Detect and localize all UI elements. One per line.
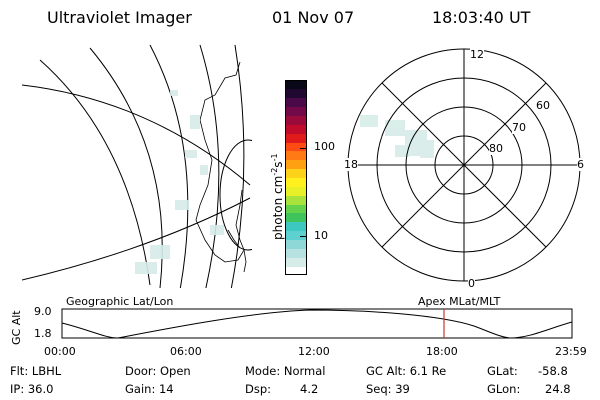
colorbar-tick-mark bbox=[300, 148, 306, 149]
timeline-x-tick-2: 12:00 bbox=[298, 345, 330, 358]
colorbar-segment bbox=[285, 266, 307, 276]
colorbar-segment bbox=[285, 177, 307, 187]
colorbar-segment bbox=[285, 221, 307, 232]
lat-label-70: 70 bbox=[512, 121, 526, 134]
timeline-y-tick-max: 9.0 bbox=[34, 305, 52, 318]
colorbar-segment bbox=[285, 115, 307, 125]
timeline-left-label: Geographic Lat/Lon bbox=[66, 295, 174, 308]
colorbar-tick-10: 10 bbox=[314, 229, 328, 242]
date-label: 01 Nov 07 bbox=[272, 8, 355, 27]
colorbar-segment bbox=[285, 212, 307, 223]
filter-info: Flt: LBHL bbox=[10, 364, 62, 378]
timeline-x-tick-3: 18:00 bbox=[426, 345, 458, 358]
colorbar-segment bbox=[285, 80, 307, 90]
colorbar-segment bbox=[285, 168, 307, 178]
colorbar-frame bbox=[285, 80, 307, 275]
colorbar-segment bbox=[285, 186, 307, 196]
colorbar-segment bbox=[285, 239, 307, 249]
gain-info: Gain: 14 bbox=[125, 382, 174, 396]
colorbar-segment bbox=[285, 204, 307, 214]
timeline-x-tick-0: 00:00 bbox=[44, 345, 76, 358]
colorbar-segment bbox=[285, 159, 307, 170]
colorbar-segment bbox=[285, 248, 307, 258]
lat-label-80: 80 bbox=[489, 142, 503, 155]
glat-value: -58.8 bbox=[538, 364, 568, 378]
colorbar-segment bbox=[285, 88, 307, 99]
colorbar-segment bbox=[285, 124, 307, 134]
ip-info: IP: 36.0 bbox=[10, 382, 54, 396]
colorbar-segment bbox=[285, 97, 307, 108]
glon-value: 24.8 bbox=[545, 382, 571, 396]
colorbar-tick-mark bbox=[300, 236, 306, 237]
gc-alt-info: GC Alt: 6.1 Re bbox=[366, 364, 447, 378]
colorbar-segment bbox=[285, 230, 307, 241]
glon-label: GLon: bbox=[487, 382, 521, 396]
colorbar-segment bbox=[285, 142, 307, 152]
seq-info: Seq: 39 bbox=[366, 382, 410, 396]
mlt-label-12: 12 bbox=[470, 48, 484, 61]
instrument-title: Ultraviolet Imager bbox=[47, 8, 192, 27]
colorbar-segment bbox=[285, 257, 307, 267]
timeline-right-label: Apex MLat/MLT bbox=[418, 295, 501, 308]
colorbar-segment bbox=[285, 195, 307, 205]
mode-info: Mode: Normal bbox=[245, 364, 326, 378]
time-label: 18:03:40 UT bbox=[432, 8, 531, 27]
door-info: Door: Open bbox=[125, 364, 191, 378]
mlt-label-6: 6 bbox=[577, 158, 584, 171]
colorbar-segment bbox=[285, 150, 307, 161]
dsp-label: Dsp: bbox=[245, 382, 272, 396]
colorbar-tick-100: 100 bbox=[314, 140, 335, 153]
mlt-label-18: 18 bbox=[344, 158, 358, 171]
colorbar-segment bbox=[285, 106, 307, 116]
lat-label-60: 60 bbox=[536, 99, 550, 112]
glat-label: GLat: bbox=[487, 364, 518, 378]
timeline-y-tick-min: 1.8 bbox=[34, 327, 52, 340]
mlt-label-0: 0 bbox=[468, 277, 475, 290]
colorbar-segment bbox=[285, 133, 307, 143]
timeline-x-tick-1: 06:00 bbox=[170, 345, 202, 358]
timeline-x-tick-4: 23:59 bbox=[555, 345, 587, 358]
dsp-value: 4.2 bbox=[300, 382, 319, 396]
